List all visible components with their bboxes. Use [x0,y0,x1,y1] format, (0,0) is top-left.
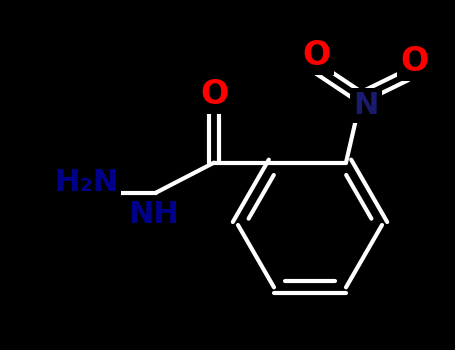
Text: O: O [303,39,331,72]
Text: H₂N: H₂N [54,168,118,197]
Text: NH: NH [129,200,179,229]
Text: O: O [400,45,428,78]
Text: O: O [200,78,228,111]
Text: N: N [354,91,379,120]
